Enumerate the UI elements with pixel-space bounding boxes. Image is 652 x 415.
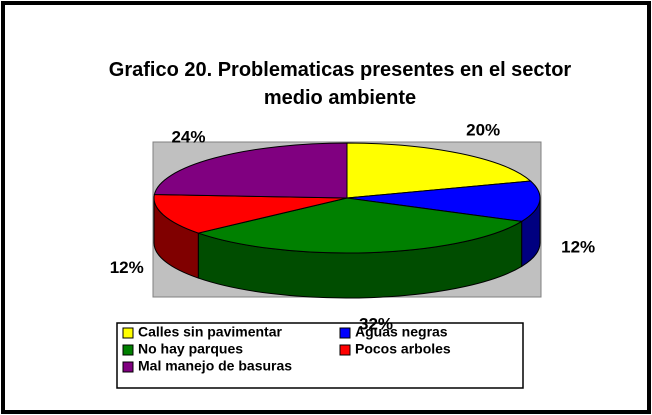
legend-swatch	[122, 361, 134, 373]
legend-swatch	[339, 327, 351, 339]
data-label: 32%	[359, 314, 393, 333]
legend	[116, 322, 524, 389]
data-label: 12%	[561, 238, 595, 257]
legend-swatch	[122, 327, 134, 339]
legend-swatch	[122, 344, 134, 356]
data-label: 20%	[466, 121, 500, 140]
data-label: 12%	[110, 258, 144, 277]
slice	[346, 142, 532, 199]
slice	[196, 197, 524, 254]
legend-label: Mal manejo de basuras	[138, 358, 292, 374]
slice	[153, 142, 348, 199]
slice	[346, 180, 541, 222]
legend-label: Calles sin pavimentar	[138, 324, 283, 340]
legend-swatch	[339, 344, 351, 356]
chart-title: Grafico 20. Problematicas presentes en e…	[108, 59, 572, 109]
data-label: 24%	[171, 127, 205, 146]
legend-label: Aguas negras	[355, 324, 448, 340]
legend-label: No hay parques	[138, 341, 243, 357]
slice	[153, 194, 348, 234]
legend-label: Pocos arboles	[355, 341, 451, 357]
